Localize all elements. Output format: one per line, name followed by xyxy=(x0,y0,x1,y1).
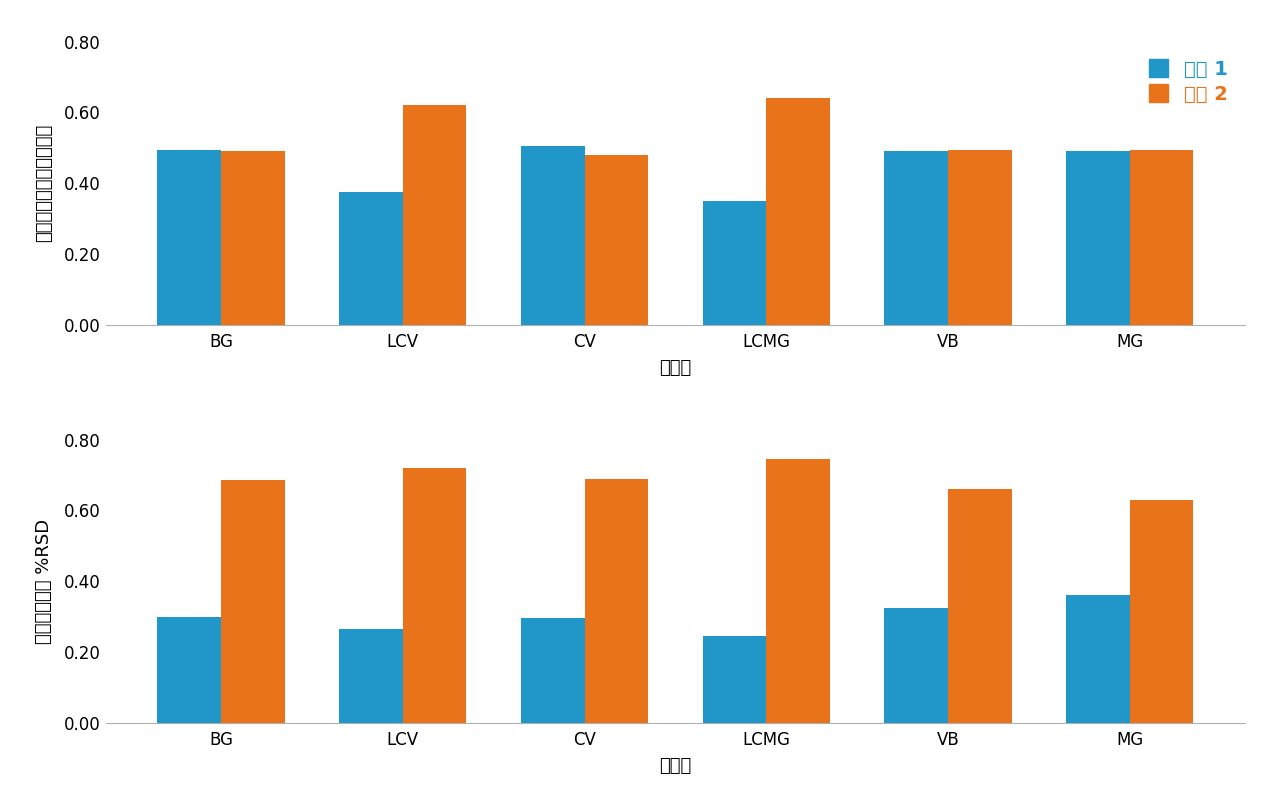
Bar xyxy=(585,155,648,325)
Bar xyxy=(403,468,466,723)
X-axis label: 化合物: 化合物 xyxy=(659,359,691,377)
Bar xyxy=(521,618,585,723)
Bar xyxy=(884,608,948,723)
Bar xyxy=(767,98,829,325)
Bar xyxy=(1130,150,1193,325)
Bar xyxy=(521,146,585,325)
Bar xyxy=(703,636,767,723)
X-axis label: 化合物: 化合物 xyxy=(659,757,691,775)
Bar xyxy=(339,192,403,325)
Bar xyxy=(1066,595,1130,723)
Bar xyxy=(1130,500,1193,723)
Legend: 位置 1, 位置 2: 位置 1, 位置 2 xyxy=(1142,52,1235,112)
Bar xyxy=(157,150,221,325)
Bar xyxy=(157,616,221,723)
Bar xyxy=(884,151,948,325)
Bar xyxy=(585,479,648,723)
Y-axis label: 正規化された %RSD: 正規化された %RSD xyxy=(35,518,52,644)
Bar xyxy=(767,459,829,723)
Bar xyxy=(221,151,284,325)
Bar xyxy=(403,105,466,325)
Bar xyxy=(703,201,767,325)
Bar xyxy=(948,150,1011,325)
Bar xyxy=(221,480,284,723)
Bar xyxy=(339,629,403,723)
Bar xyxy=(1066,151,1130,325)
Y-axis label: 正規化されたピーク面積: 正規化されたピーク面積 xyxy=(35,124,52,242)
Bar xyxy=(948,489,1011,723)
